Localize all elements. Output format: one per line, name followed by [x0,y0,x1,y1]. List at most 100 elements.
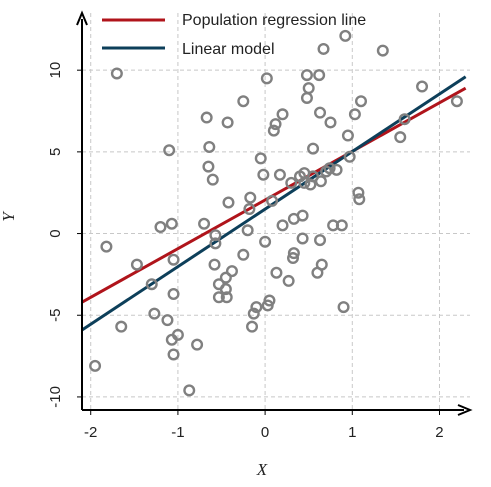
data-point [352,186,365,199]
data-point [237,95,250,108]
y-tick-label: -5 [47,309,64,322]
y-tick-label: -10 [47,386,64,408]
x-axis-arrow-icon [457,404,473,416]
data-point [300,69,313,82]
data-point [250,301,263,314]
data-point [337,301,350,314]
data-point [266,194,279,207]
data-point [246,320,259,333]
data-points [89,29,463,397]
y-tick-label: 0 [47,229,64,237]
data-point [203,140,216,153]
data-point [165,217,178,230]
data-point [212,291,225,304]
data-point [145,278,158,291]
data-point [416,80,429,93]
y-tick-label: 5 [47,148,64,156]
legend-label-linear-model: Linear model [182,41,275,58]
data-point [243,203,256,216]
data-point [115,320,128,333]
data-point [259,235,272,248]
data-point [314,234,327,247]
data-point [314,175,327,188]
data-point [398,113,411,126]
data-point [282,274,295,287]
data-point [450,95,463,108]
legend-label-population: Population regression line [182,12,366,29]
data-point [314,106,327,119]
data-point [376,44,389,57]
data-point [302,82,315,95]
data-point [315,258,328,271]
data-point [270,266,283,279]
data-point [219,271,232,284]
data-point [348,108,361,121]
data-point [267,124,280,137]
data-point [225,265,238,278]
data-point [154,221,167,234]
x-tick-label: 2 [435,424,443,441]
data-point [394,131,407,144]
data-point [276,219,289,232]
grid [82,13,470,410]
data-point [269,118,282,131]
data-point [335,219,348,232]
data-point [307,142,320,155]
data-point [183,384,196,397]
data-point [257,168,270,181]
data-point [276,108,289,121]
data-point [296,209,309,222]
x-tick-label: 1 [348,424,356,441]
data-point [287,252,300,265]
data-point [339,29,352,42]
data-point [330,163,343,176]
data-point [300,91,313,104]
y-axis-label: Y [0,211,18,222]
x-tick-label: -2 [84,424,97,441]
data-point [323,162,336,175]
data-point [237,248,250,261]
data-point [263,294,276,307]
data-point [285,176,298,189]
data-point [298,176,311,189]
data-point [287,247,300,260]
data-point [167,253,180,266]
data-point [247,307,260,320]
data-point [202,160,215,173]
data-point [89,359,102,372]
x-tick-label: 0 [261,424,269,441]
data-point [208,258,221,271]
axes [76,10,473,416]
data-point [198,217,211,230]
data-point [209,237,222,250]
data-point [200,111,213,124]
data-point [191,338,204,351]
data-point [241,224,254,237]
linear-model-line [81,75,467,332]
legend: Population regression line Linear model [102,12,366,58]
data-point [317,42,330,55]
data-point [110,67,123,80]
data-point [171,328,184,341]
data-point [355,95,368,108]
data-point [254,152,267,165]
data-point [221,116,234,129]
data-point [324,116,337,129]
data-point [296,232,309,245]
y-axis-arrow-icon [76,10,88,26]
data-point [130,258,143,271]
x-axis-label: X [256,460,268,479]
data-point [219,283,232,296]
data-point [220,291,233,304]
data-point [313,69,326,82]
data-point [209,229,222,242]
data-point [148,307,161,320]
data-point [341,129,354,142]
data-point [353,193,366,206]
x-tick-label: -1 [171,424,184,441]
data-point [167,288,180,301]
data-point [273,168,286,181]
data-point [222,196,235,209]
